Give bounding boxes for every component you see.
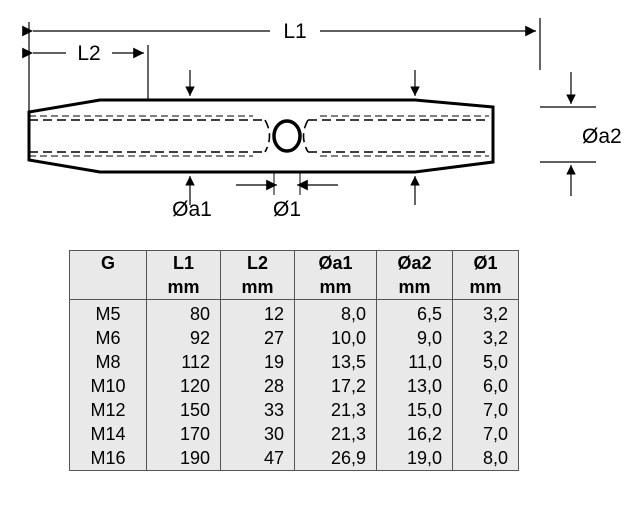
- column-header-o1: Ø1: [452, 250, 519, 275]
- cell-oa2: 11,0: [376, 350, 453, 374]
- cell-oa1: 13,5: [294, 350, 377, 374]
- technical-drawing: L1 L2: [0, 0, 626, 240]
- table-row: M14 170 30 21,3 16,2 7,0: [70, 422, 519, 446]
- table-row: M8 112 19 13,5 11,0 5,0: [70, 350, 519, 374]
- dimension-l1: L1: [22, 20, 536, 43]
- cell-oa2: 15,0: [376, 398, 453, 422]
- column-unit-o1: mm: [452, 275, 519, 300]
- table-header-row-units: mm mm mm mm mm: [69, 275, 519, 300]
- cell-g: M16: [90, 448, 126, 468]
- cell-o1: 8,0: [452, 446, 519, 471]
- cell-o1: 3,2: [452, 299, 519, 326]
- cell-l2: 12: [220, 299, 295, 326]
- barrel-outline-path: [27, 98, 495, 174]
- cell-g: M14: [90, 424, 126, 444]
- cell-g: M10: [90, 376, 126, 396]
- center-hole: [272, 119, 302, 153]
- dimension-oa2: Øa2: [566, 72, 622, 196]
- specification-table-container: G L1 L2 Øa1 Øa2 Ø1 mm mm mm mm mm M5 80 …: [69, 250, 519, 471]
- column-header-oa2: Øa2: [376, 250, 453, 275]
- cell-l1: 80: [146, 299, 221, 326]
- table-header-row-names: G L1 L2 Øa1 Øa2 Ø1: [70, 250, 519, 275]
- table-row: M10 120 28 17,2 13,0 6,0: [70, 374, 519, 398]
- barrel-body-outline: [27, 98, 495, 174]
- cell-o1: 7,0: [452, 398, 519, 422]
- cell-oa1: 17,2: [294, 374, 377, 398]
- cell-l2: 27: [220, 326, 295, 350]
- cell-o1: 7,0: [452, 422, 519, 446]
- cell-g: M12: [90, 400, 126, 420]
- column-header-oa1: Øa1: [294, 250, 377, 275]
- cell-l1: 92: [146, 326, 221, 350]
- cell-l2: 30: [220, 422, 295, 446]
- cell-oa1: 26,9: [294, 446, 377, 471]
- dimension-label-l1: L1: [283, 20, 306, 43]
- cell-l1: 150: [146, 398, 221, 422]
- bore-right-end: [302, 119, 309, 153]
- cell-g: M6: [95, 328, 121, 348]
- table-row: M16 190 47 26,9 19,0 8,0: [70, 446, 519, 471]
- cell-l2: 28: [220, 374, 295, 398]
- cell-oa2: 6,5: [376, 299, 453, 326]
- cell-oa2: 16,2: [376, 422, 453, 446]
- cell-oa2: 9,0: [376, 326, 453, 350]
- center-hole-ellipse: [272, 119, 302, 153]
- table-row: M5 80 12 8,0 6,5 3,2: [70, 299, 519, 326]
- table-row: M12 150 33 21,3 15,0 7,0: [70, 398, 519, 422]
- cell-oa1: 21,3: [294, 422, 377, 446]
- column-unit-oa2: mm: [376, 275, 453, 300]
- dimension-l2: L2: [22, 42, 144, 65]
- cell-g: M5: [95, 304, 121, 324]
- bore-left-end: [264, 119, 271, 153]
- cell-oa1: 21,3: [294, 398, 377, 422]
- column-header-g: G: [100, 253, 115, 273]
- dimension-label-o1: Ø1: [273, 198, 301, 221]
- cell-l1: 170: [146, 422, 221, 446]
- cell-l1: 120: [146, 374, 221, 398]
- cell-oa1: 10,0: [294, 326, 377, 350]
- specification-table: G L1 L2 Øa1 Øa2 Ø1 mm mm mm mm mm M5 80 …: [69, 250, 519, 471]
- dimension-o1: Ø1: [236, 172, 338, 221]
- cell-g: M8: [95, 352, 121, 372]
- turnbuckle-drawing-svg: L1 L2: [22, 18, 622, 221]
- cell-o1: 6,0: [452, 374, 519, 398]
- column-unit-l2: mm: [220, 275, 295, 300]
- dimension-label-oa1: Øa1: [172, 198, 212, 221]
- cell-oa2: 13,0: [376, 374, 453, 398]
- table-row: M6 92 27 10,0 9,0 3,2: [70, 326, 519, 350]
- cell-o1: 3,2: [452, 326, 519, 350]
- table-body: M5 80 12 8,0 6,5 3,2 M6 92 27 10,0 9,0 3…: [70, 299, 519, 471]
- column-header-l1: L1: [146, 250, 221, 275]
- dimension-label-oa2: Øa2: [582, 125, 622, 148]
- column-unit-g: [69, 275, 147, 300]
- dimension-label-l2: L2: [77, 42, 100, 65]
- column-unit-oa1: mm: [294, 275, 377, 300]
- internal-bore-hidden-lines: [29, 115, 489, 157]
- body-leader-arrows: [185, 70, 420, 205]
- column-header-l2: L2: [220, 250, 295, 275]
- cell-oa2: 19,0: [376, 446, 453, 471]
- table-header: G L1 L2 Øa1 Øa2 Ø1 mm mm mm mm mm: [69, 250, 519, 300]
- cell-l2: 19: [220, 350, 295, 374]
- cell-o1: 5,0: [452, 350, 519, 374]
- cell-oa1: 8,0: [294, 299, 377, 326]
- cell-l1: 190: [146, 446, 221, 471]
- cell-l1: 112: [146, 350, 221, 374]
- cell-l2: 33: [220, 398, 295, 422]
- cell-l2: 47: [220, 446, 295, 471]
- dimension-oa1: Øa1: [172, 198, 212, 221]
- column-unit-l1: mm: [146, 275, 221, 300]
